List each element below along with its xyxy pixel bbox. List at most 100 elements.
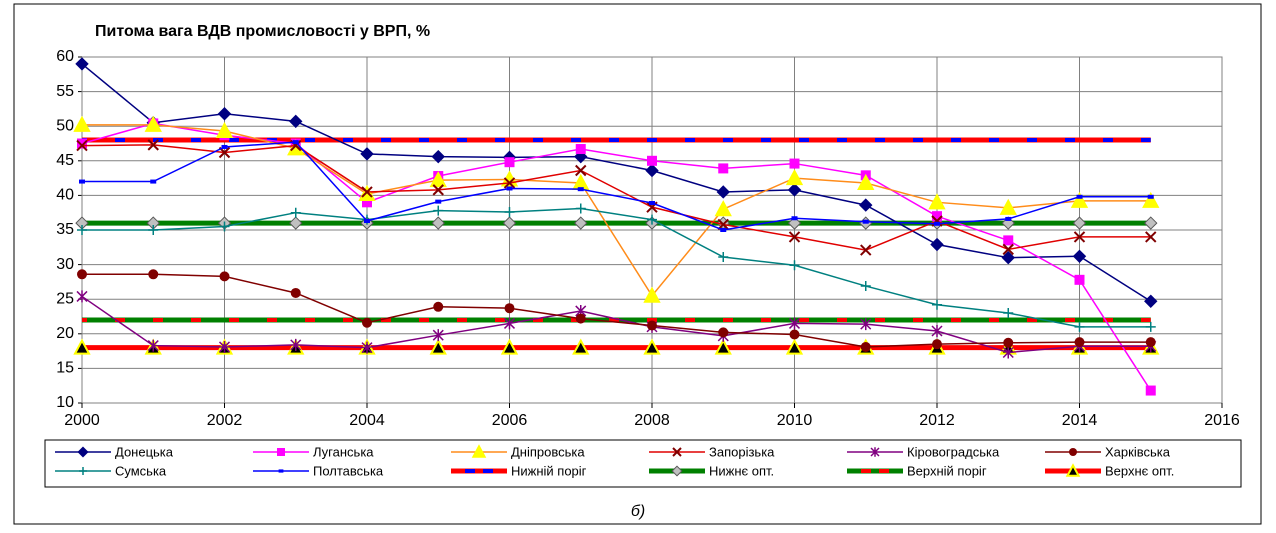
marker — [79, 179, 85, 184]
y-tick-label: 20 — [56, 325, 74, 342]
marker — [999, 198, 1017, 215]
legend-label: Нижній поріг — [511, 463, 587, 478]
marker — [219, 221, 230, 232]
marker — [1145, 231, 1157, 243]
marker — [429, 338, 447, 355]
line — [82, 124, 1151, 298]
marker — [219, 271, 230, 282]
marker — [289, 114, 303, 129]
y-tick-label: 35 — [56, 221, 74, 238]
marker — [364, 219, 370, 224]
marker — [147, 139, 159, 151]
marker — [290, 287, 301, 298]
marker — [1144, 216, 1158, 230]
marker — [1142, 191, 1160, 208]
marker — [75, 57, 89, 71]
legend-label: Дніпровська — [511, 444, 585, 459]
marker — [1145, 385, 1156, 396]
marker — [502, 216, 517, 230]
y-tick-label: 45 — [56, 152, 74, 169]
marker — [647, 320, 657, 331]
legend-label: Донецька — [115, 444, 174, 459]
marker — [787, 183, 802, 197]
marker — [643, 338, 661, 355]
marker — [575, 203, 586, 214]
marker — [643, 286, 661, 303]
marker — [860, 341, 871, 352]
marker — [504, 157, 515, 168]
legend-label: Нижнє опт. — [709, 463, 774, 478]
marker — [289, 216, 303, 230]
marker — [672, 447, 682, 457]
marker — [575, 164, 587, 177]
y-tick-label: 10 — [56, 394, 74, 411]
marker — [1072, 249, 1087, 264]
marker — [1002, 243, 1014, 256]
y-tick-label: 40 — [56, 187, 74, 204]
marker — [503, 177, 516, 189]
marker — [361, 341, 373, 354]
line — [81, 63, 1152, 302]
marker — [789, 260, 800, 271]
y-tick-label: 15 — [56, 360, 74, 377]
marker — [1005, 216, 1012, 221]
marker — [1145, 321, 1156, 332]
marker — [290, 207, 301, 218]
line — [82, 273, 1151, 348]
marker — [860, 244, 872, 256]
legend-label: Харківська — [1105, 444, 1171, 459]
marker — [362, 317, 372, 328]
marker — [718, 251, 729, 262]
marker — [433, 205, 444, 216]
marker — [1003, 337, 1014, 348]
legend-label: Запорізька — [709, 444, 775, 459]
marker — [671, 465, 683, 477]
marker — [429, 171, 447, 188]
legend-label: Верхнє опт. — [1105, 463, 1174, 478]
series — [76, 139, 1157, 256]
marker — [77, 138, 87, 149]
marker — [73, 338, 91, 355]
x-tick-label: 2016 — [1204, 412, 1240, 429]
marker — [1065, 463, 1081, 477]
marker — [788, 317, 801, 330]
marker — [1072, 216, 1087, 230]
marker — [217, 107, 232, 121]
marker — [362, 197, 372, 208]
chart-title: Питома вага ВДВ промисловості у ВРП, % — [95, 23, 430, 40]
marker — [148, 225, 159, 235]
marker — [361, 186, 373, 198]
legend-label: Сумська — [115, 463, 167, 478]
marker — [504, 207, 515, 218]
marker — [504, 303, 515, 314]
marker — [714, 200, 732, 217]
legend-label: Луганська — [313, 444, 374, 459]
marker — [77, 269, 87, 280]
marker — [649, 201, 655, 206]
legend-box — [44, 439, 1242, 488]
marker — [1073, 231, 1086, 243]
marker — [435, 199, 442, 204]
caption: б) — [631, 503, 645, 520]
marker — [720, 228, 727, 232]
x-tick-label: 2014 — [1062, 412, 1098, 429]
marker — [500, 338, 519, 355]
marker — [860, 318, 872, 331]
marker — [714, 338, 732, 355]
marker — [1002, 346, 1014, 359]
marker — [1144, 294, 1158, 308]
x-tick-label: 2000 — [64, 412, 100, 429]
marker — [791, 216, 798, 221]
marker — [785, 168, 804, 186]
x-tick-label: 2002 — [207, 412, 243, 429]
marker — [1145, 337, 1156, 348]
marker — [932, 211, 942, 222]
marker — [360, 147, 374, 161]
marker — [934, 221, 940, 226]
marker — [718, 163, 729, 174]
series — [76, 290, 1157, 359]
marker — [433, 301, 444, 312]
x-tick-label: 2008 — [634, 412, 670, 429]
marker — [1070, 191, 1089, 208]
